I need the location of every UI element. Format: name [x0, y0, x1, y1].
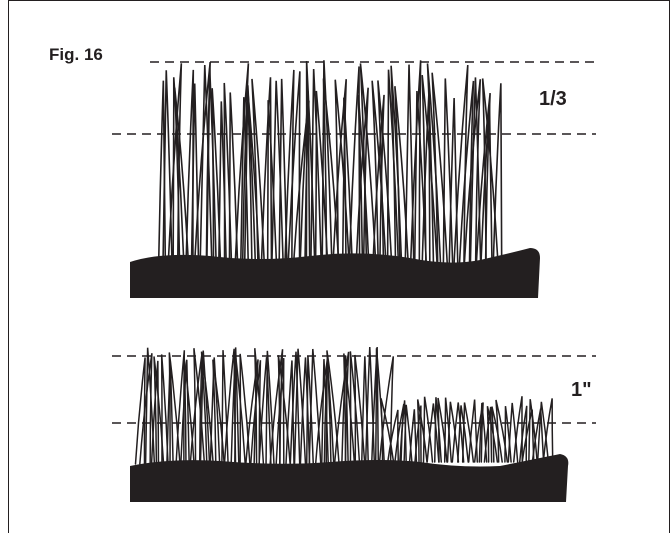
- grass-blade: [251, 78, 265, 263]
- grass-blade: [518, 405, 528, 463]
- grass-blade: [299, 357, 311, 465]
- grass-blade: [332, 79, 347, 261]
- grass-blade: [275, 357, 285, 465]
- bottom-soil: [130, 454, 569, 502]
- grass-blade: [492, 83, 503, 264]
- grass-blade: [239, 97, 250, 264]
- grass-blade: [175, 350, 186, 465]
- grass-blade: [287, 71, 301, 261]
- grass-blade: [386, 69, 400, 264]
- grass-blade: [426, 63, 442, 266]
- one-inch-label: 1": [571, 379, 592, 401]
- grass-blade: [134, 357, 146, 465]
- grass-blade: [536, 401, 550, 463]
- grass-blade: [266, 100, 278, 262]
- grass-blade: [160, 354, 169, 465]
- grass-blade: [422, 396, 434, 463]
- grass-blade: [414, 405, 422, 463]
- grass-blade: [322, 78, 340, 261]
- grass-blade: [457, 405, 469, 463]
- grass-blade: [473, 402, 484, 463]
- grass-blade: [458, 80, 475, 266]
- grass-blade: [343, 97, 353, 261]
- grass-blade: [480, 101, 493, 264]
- grass-blade: [421, 75, 438, 266]
- grass-blade: [360, 356, 370, 465]
- bottom-grass-blades: [134, 346, 554, 465]
- grass-blade: [172, 77, 185, 266]
- grass-blade: [284, 69, 295, 261]
- grass-blade: [426, 403, 440, 463]
- grass-blade: [491, 406, 503, 463]
- grass-blade: [386, 409, 400, 463]
- grass-blade: [355, 87, 369, 262]
- grass-blade: [434, 397, 442, 463]
- grass-blade: [183, 358, 195, 465]
- grass-blade: [150, 360, 160, 465]
- grass-blade: [461, 402, 475, 463]
- grass-blade: [289, 351, 301, 465]
- grass-blade: [359, 63, 377, 263]
- grass-blade: [483, 406, 493, 463]
- grass-blade: [157, 80, 167, 266]
- grass-blade: [409, 60, 422, 266]
- grass-blade: [230, 347, 240, 465]
- grass-blade: [370, 347, 380, 465]
- grass-blade: [451, 402, 465, 463]
- grass-blade: [314, 90, 329, 260]
- grass-blade: [349, 351, 361, 465]
- grass-blade: [206, 67, 217, 266]
- grass-blade: [239, 353, 251, 465]
- grass-blade: [326, 350, 340, 465]
- grass-blade: [199, 350, 211, 465]
- grass-blade: [180, 359, 190, 465]
- grass-blade: [310, 68, 322, 260]
- grass-blade: [446, 401, 460, 463]
- grass-blade: [343, 353, 356, 465]
- top-soil: [130, 248, 540, 298]
- grass-blade: [305, 355, 315, 465]
- grass-blade: [278, 78, 288, 261]
- grass-blade: [416, 399, 428, 463]
- grass-blade: [372, 94, 385, 263]
- grass-blade: [443, 397, 453, 463]
- grass-blade: [486, 406, 499, 463]
- grass-blade: [168, 352, 181, 465]
- grass-blade: [293, 348, 307, 465]
- figure-label: Fig. 16: [49, 45, 103, 64]
- grass-blade: [234, 63, 250, 264]
- grass-blade: [542, 398, 554, 463]
- grass-blade: [308, 348, 322, 465]
- grass-blade: [260, 77, 273, 262]
- one-third-label: 1/3: [539, 88, 567, 110]
- grass-blade: [285, 360, 295, 465]
- grass-blade: [200, 351, 214, 465]
- grass-blade: [209, 357, 221, 465]
- grass-blade: [475, 92, 491, 265]
- grass-blade: [394, 86, 410, 265]
- top-grass-blades: [157, 60, 503, 266]
- grass-blade: [463, 79, 482, 265]
- grass-blade: [245, 359, 259, 465]
- grass-blade: [453, 64, 469, 266]
- grass-blade: [173, 87, 190, 266]
- grass-blade: [334, 79, 350, 261]
- grass-blade: [234, 351, 246, 465]
- grass-blade: [250, 360, 262, 465]
- grass-blade: [481, 78, 499, 264]
- grass-blade: [211, 88, 222, 266]
- grass-blade: [243, 85, 257, 263]
- grass-blade: [399, 400, 407, 463]
- grass-blade: [271, 80, 284, 261]
- grass-blade: [528, 399, 538, 463]
- grass-blade: [507, 402, 519, 463]
- grass-blade: [321, 60, 333, 260]
- grass-blade: [139, 353, 153, 465]
- grass-blade: [341, 355, 349, 465]
- grass-blade: [228, 92, 239, 265]
- grass-blade: [199, 65, 213, 266]
